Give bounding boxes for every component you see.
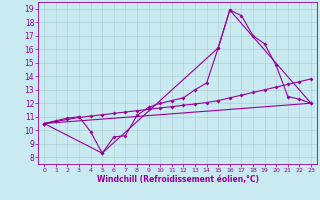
X-axis label: Windchill (Refroidissement éolien,°C): Windchill (Refroidissement éolien,°C) (97, 175, 259, 184)
